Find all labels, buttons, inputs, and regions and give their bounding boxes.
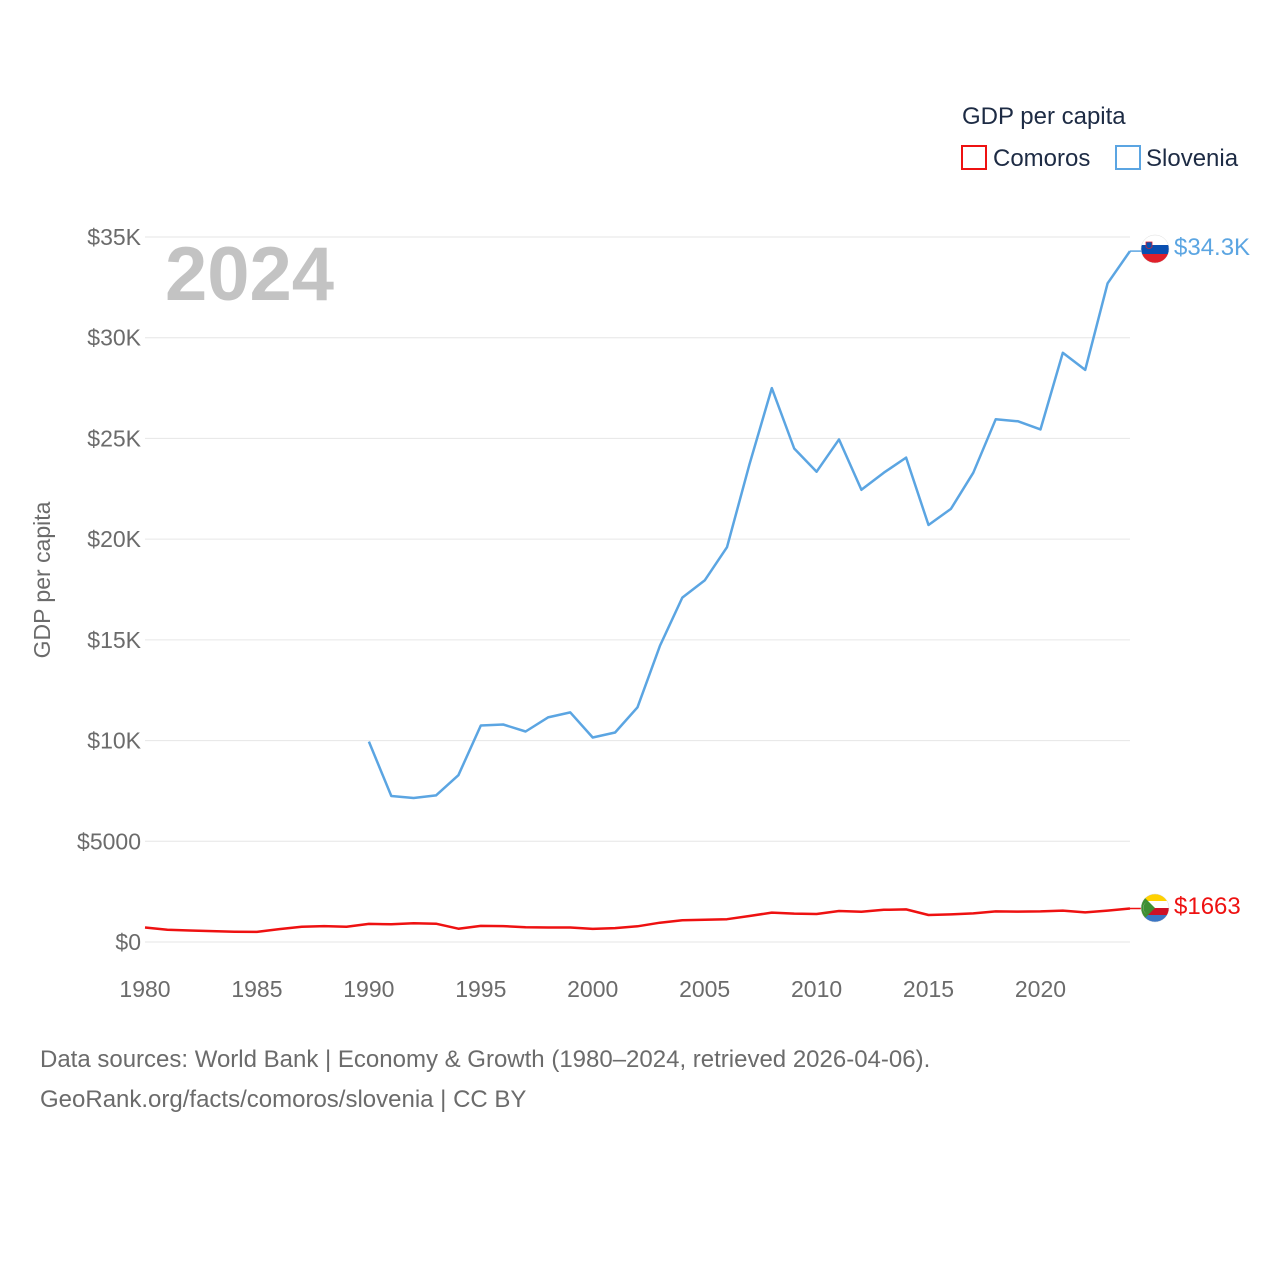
legend-swatch-slovenia [1115, 145, 1141, 170]
end-value-label-slovenia: $34.3K [1174, 234, 1250, 261]
footer: Data sources: World Bank | Economy & Gro… [40, 1040, 1240, 1120]
legend-swatch-comoros [961, 145, 987, 170]
legend-label-comoros: Comoros [993, 145, 1090, 172]
x-tick-label: 2010 [791, 976, 842, 1002]
x-tick-label: 2020 [1015, 976, 1066, 1002]
x-tick-label: 2000 [567, 976, 618, 1002]
x-tick-label: 1990 [343, 976, 394, 1002]
x-tick-label: 2005 [679, 976, 730, 1002]
legend-item-slovenia[interactable]: Slovenia [1115, 145, 1239, 172]
x-tick-label: 1980 [119, 976, 170, 1002]
x-tick-label: 1985 [231, 976, 282, 1002]
gridlines [145, 236, 1130, 943]
y-tick-label: $0 [115, 929, 141, 955]
x-tick-label: 2015 [903, 976, 954, 1002]
data-sources-text: Data sources: World Bank | Economy & Gro… [40, 1046, 931, 1073]
y-tick-label: $30K [87, 325, 141, 351]
source-link[interactable]: GeoRank.org/facts/comoros/slovenia | CC … [40, 1086, 527, 1113]
y-tick-label: $35K [87, 224, 141, 250]
x-axis-ticks: 1980 1985 1990 1995 2000 2005 2010 2015 2020 [119, 976, 1066, 1002]
legend-item-comoros[interactable]: Comoros [961, 145, 1090, 172]
series-line-slovenia[interactable] [367, 250, 1132, 800]
legend-title: GDP per capita [962, 103, 1126, 130]
x-tick-label: 1995 [455, 976, 506, 1002]
legend-label-slovenia: Slovenia [1146, 145, 1239, 172]
comoros-flag-icon [1140, 893, 1170, 923]
series-lines [144, 250, 1141, 934]
gdp-line-chart: GDP per capita Comoros Slovenia 2024 GDP… [29, 103, 1250, 1002]
series-line-comoros[interactable] [144, 907, 1131, 934]
y-tick-label: $5000 [77, 828, 141, 854]
y-tick-label: $10K [87, 728, 141, 754]
y-axis-title: GDP per capita [29, 501, 55, 658]
y-tick-label: $20K [87, 526, 141, 552]
y-tick-label: $15K [87, 627, 141, 653]
year-label: 2024 [165, 232, 334, 317]
end-value-label-comoros: $1663 [1174, 893, 1241, 920]
y-axis-ticks: $0 $5000 $10K $15K $20K $25K $30K $35K [77, 224, 142, 955]
slovenia-flag-icon [1140, 234, 1170, 264]
y-tick-label: $25K [87, 425, 141, 451]
